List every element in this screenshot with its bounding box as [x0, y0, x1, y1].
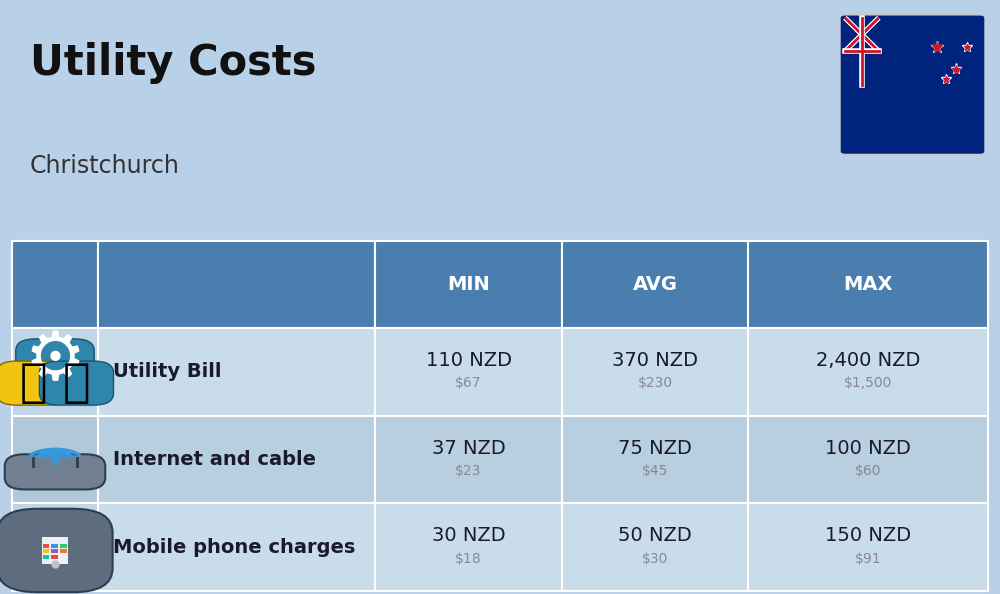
Text: Christchurch: Christchurch	[30, 154, 180, 178]
Bar	[43, 544, 49, 548]
Bar	[562, 504, 748, 591]
Bar	[748, 241, 988, 328]
Text: AVG: AVG	[633, 275, 678, 294]
Bar	[375, 241, 562, 328]
FancyBboxPatch shape	[5, 454, 105, 489]
FancyBboxPatch shape	[840, 15, 985, 154]
FancyBboxPatch shape	[0, 508, 113, 592]
Bar	[42, 538, 68, 564]
Bar	[562, 416, 748, 504]
Bar	[12, 416, 98, 504]
Bar	[748, 504, 988, 591]
Bar	[60, 544, 67, 548]
Text: Mobile phone charges: Mobile phone charges	[113, 538, 355, 557]
Bar	[12, 328, 98, 416]
Text: $23: $23	[455, 464, 482, 478]
FancyBboxPatch shape	[16, 339, 94, 383]
Bar	[43, 549, 49, 553]
Text: MAX: MAX	[843, 275, 893, 294]
Bar	[12, 241, 98, 328]
Text: 75 NZD: 75 NZD	[618, 439, 692, 458]
Bar	[98, 328, 375, 416]
FancyBboxPatch shape	[0, 361, 71, 405]
Text: 150 NZD: 150 NZD	[825, 526, 911, 545]
Text: Internet and cable: Internet and cable	[113, 450, 316, 469]
Text: $18: $18	[455, 552, 482, 565]
Text: 50 NZD: 50 NZD	[618, 526, 692, 545]
Bar	[748, 416, 988, 504]
Text: $230: $230	[637, 377, 673, 390]
Bar	[43, 555, 49, 559]
Text: 30 NZD: 30 NZD	[432, 526, 505, 545]
Text: $60: $60	[855, 464, 881, 478]
Bar	[51, 544, 58, 548]
Bar	[12, 504, 98, 591]
Text: MIN: MIN	[447, 275, 490, 294]
Bar	[375, 328, 562, 416]
Text: $91: $91	[855, 552, 881, 565]
Bar	[60, 549, 67, 553]
Bar	[51, 549, 58, 553]
Text: 37 NZD: 37 NZD	[432, 439, 505, 458]
Text: 110 NZD: 110 NZD	[426, 351, 512, 370]
Text: Utility Bill: Utility Bill	[113, 362, 222, 381]
Text: 🔌: 🔌	[20, 361, 47, 406]
Bar	[98, 241, 375, 328]
Text: 2,400 NZD: 2,400 NZD	[816, 351, 920, 370]
Text: 370 NZD: 370 NZD	[612, 351, 698, 370]
Text: $45: $45	[642, 464, 668, 478]
Text: ⚙: ⚙	[24, 327, 86, 394]
Bar	[375, 504, 562, 591]
Bar	[562, 328, 748, 416]
Bar	[375, 416, 562, 504]
Text: $67: $67	[455, 377, 482, 390]
Bar	[748, 328, 988, 416]
Bar	[98, 504, 375, 591]
Bar	[562, 241, 748, 328]
Bar	[51, 555, 58, 559]
Text: 100 NZD: 100 NZD	[825, 439, 911, 458]
Text: $1,500: $1,500	[844, 377, 892, 390]
Text: $30: $30	[642, 552, 668, 565]
Text: Utility Costs: Utility Costs	[30, 42, 316, 84]
FancyBboxPatch shape	[39, 361, 114, 405]
Bar	[98, 416, 375, 504]
Text: 🚰: 🚰	[63, 361, 90, 406]
